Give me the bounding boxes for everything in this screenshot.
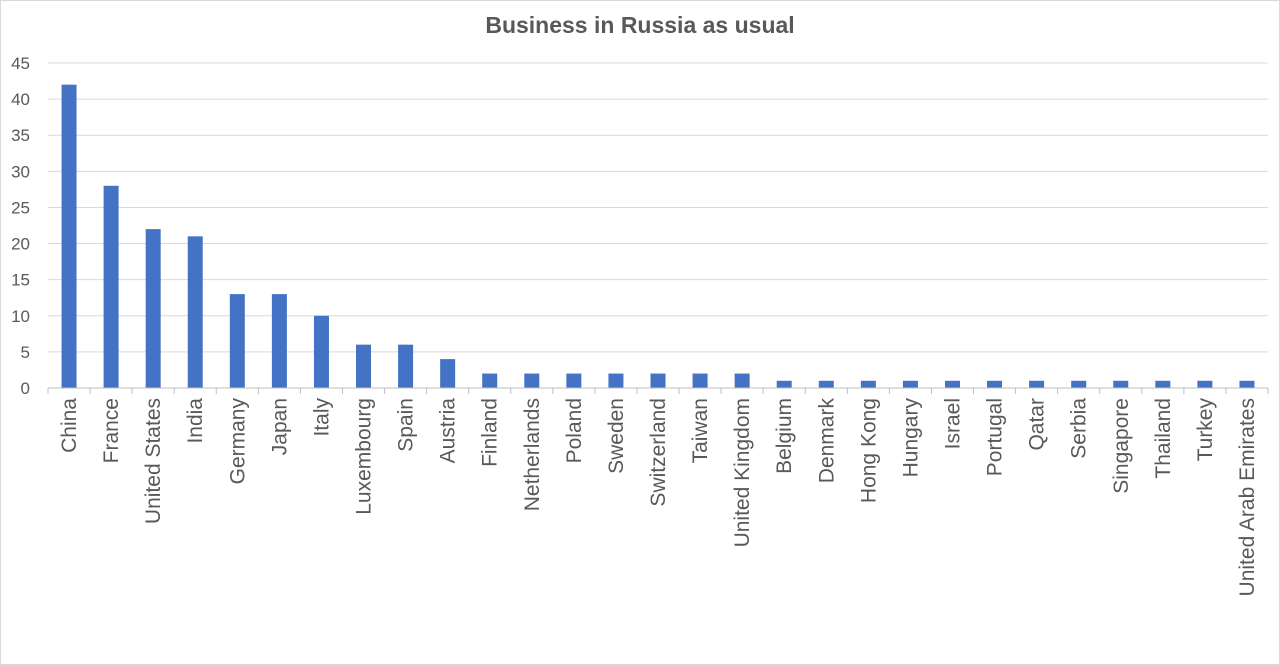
- x-category-label: Luxembourg: [353, 398, 376, 515]
- x-category-label: Germany: [226, 398, 249, 485]
- bar: [608, 373, 624, 388]
- y-tick-label: 35: [11, 126, 30, 145]
- bar: [902, 380, 918, 388]
- x-category-label: Portugal: [984, 398, 1007, 476]
- y-tick-label: 45: [11, 54, 30, 73]
- x-category-label: Spain: [395, 398, 418, 452]
- bar: [776, 380, 792, 388]
- bar: [860, 380, 876, 388]
- x-category-label: Hungary: [899, 398, 922, 478]
- bar: [313, 315, 329, 388]
- y-tick-label: 40: [11, 90, 30, 109]
- x-category-label: Italy: [310, 398, 333, 437]
- bar: [818, 380, 834, 388]
- bar: [61, 84, 77, 389]
- x-category-label: Sweden: [605, 398, 628, 474]
- y-tick-label: 15: [11, 271, 30, 290]
- y-tick-label: 20: [11, 235, 30, 254]
- bar: [356, 344, 372, 388]
- bar: [187, 236, 203, 388]
- y-tick-label: 5: [21, 343, 30, 362]
- bar: [271, 294, 287, 388]
- x-category-label: United States: [142, 398, 165, 524]
- bar: [524, 373, 540, 388]
- x-axis-categories: China France United States India Germany Japa…: [58, 398, 1259, 597]
- bar: [440, 359, 456, 388]
- y-tick-label: 10: [11, 307, 30, 326]
- y-axis-ticks: 0 5 10 15 20 25 30 35 40 45: [11, 54, 30, 398]
- x-axis: [47, 387, 1269, 394]
- x-category-label: Qatar: [1026, 398, 1049, 451]
- bar: [1029, 380, 1045, 388]
- x-category-label: Austria: [437, 398, 460, 464]
- bar: [398, 344, 414, 388]
- x-category-label: Belgium: [773, 398, 796, 474]
- bar: [1197, 380, 1213, 388]
- x-category-label: Thailand: [1152, 398, 1175, 479]
- bar: [229, 294, 245, 388]
- x-category-label: Poland: [563, 398, 586, 463]
- bar: [1155, 380, 1171, 388]
- bar: [103, 185, 119, 388]
- x-category-label: France: [100, 398, 123, 463]
- bar: [734, 373, 750, 388]
- chart-title: Business in Russia as usual: [485, 12, 795, 38]
- x-category-label: India: [184, 398, 207, 444]
- bar: [692, 373, 708, 388]
- x-category-label: United Arab Emirates: [1236, 398, 1259, 596]
- bar: [1071, 380, 1087, 388]
- x-category-label: Turkey: [1194, 398, 1217, 462]
- x-category-label: United Kingdom: [731, 398, 754, 547]
- gridlines: [48, 62, 1268, 353]
- bar: [944, 380, 960, 388]
- x-category-label: Singapore: [1110, 398, 1133, 494]
- bars: [61, 84, 1255, 389]
- x-category-label: Switzerland: [647, 398, 670, 507]
- bar: [1239, 380, 1255, 388]
- x-category-label: Netherlands: [521, 398, 544, 511]
- y-tick-label: 30: [11, 162, 30, 181]
- x-category-label: Denmark: [815, 398, 838, 484]
- bar: [987, 380, 1003, 388]
- bar: [566, 373, 582, 388]
- x-category-label: China: [58, 398, 81, 453]
- bar: [650, 373, 666, 388]
- bar: [145, 229, 161, 388]
- bar: [1113, 380, 1129, 388]
- bar: [482, 373, 498, 388]
- y-tick-label: 0: [21, 379, 30, 398]
- x-category-label: Serbia: [1068, 398, 1091, 459]
- x-category-label: Taiwan: [689, 398, 712, 463]
- x-category-label: Finland: [479, 398, 502, 467]
- x-category-label: Israel: [941, 398, 964, 449]
- x-category-label: Hong Kong: [857, 398, 880, 503]
- y-tick-label: 25: [11, 198, 30, 217]
- x-category-label: Japan: [268, 398, 291, 455]
